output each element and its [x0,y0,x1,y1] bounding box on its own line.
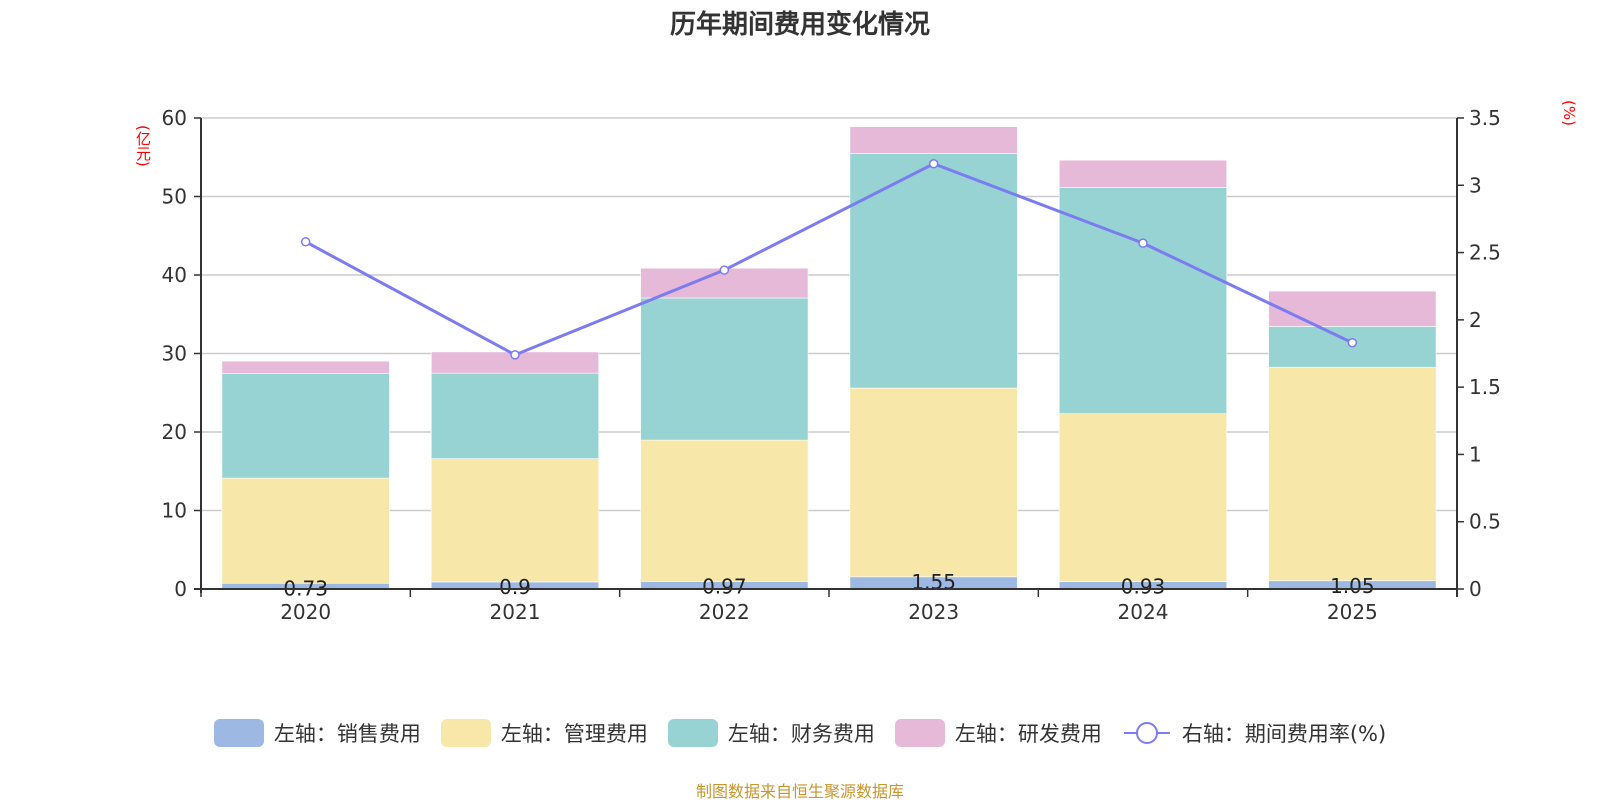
bar-segment-1-2024 [1058,413,1228,582]
right-axis-tick-label: 3.5 [1469,106,1501,130]
bar-segment-1-2022 [640,439,809,582]
bar-segment-3-2023 [849,126,1018,154]
x-axis-tick-label: 2024 [1118,600,1169,624]
bar-segment-1-2021 [430,458,600,583]
legend-swatch-admin [440,719,491,747]
bar-segment-3-2020 [221,360,390,374]
right-axis-tick-label: 1.5 [1469,375,1501,399]
legend-label-rnd: 左轴：研发费用 [954,722,1102,746]
bar-segment-2-2020 [221,373,390,479]
rate-line [304,162,1353,357]
left-axis-tick-label: 60 [162,106,187,130]
legend-item-admin[interactable]: 左轴：管理费用 [440,718,648,748]
bar-segment-2-2021 [430,372,600,459]
right-axis-tick-label: 2 [1469,308,1482,332]
left-axis-tick-label: 50 [162,185,187,209]
legend-line-circle-icon [1123,722,1170,744]
right-axis-tick-label: 3 [1469,173,1482,197]
left-axis-tick-label: 20 [162,420,187,444]
bar-segment-3-2025 [1268,290,1437,327]
bar-value-label: 0.9 [499,575,531,599]
legend-label-finance: 左轴：财务费用 [727,722,875,746]
right-axis-tick-label: 1 [1469,442,1482,466]
legend-label-rate: 右轴：期间费用率(%) [1181,722,1387,746]
bar-segment-1-2020 [221,477,390,584]
legend-label-sales: 左轴：销售费用 [273,722,421,746]
legend-swatch-sales [213,719,264,747]
rate-point [1347,337,1358,348]
rate-point [1138,238,1148,248]
rate-point [510,350,520,360]
bar-value-label: 1.05 [1330,574,1375,598]
rate-point [719,265,730,275]
left-axis-tick-label: 0 [174,577,187,601]
chart-title: 历年期间费用变化情况 [669,10,930,40]
legend-item-sales[interactable]: 左轴：销售费用 [213,718,421,748]
legend-swatch-finance [667,719,718,747]
right-axis-tick-label: 0 [1469,577,1482,601]
legend-item-rnd[interactable]: 左轴：研发费用 [894,718,1102,748]
left-axis-unit-label: (亿元) [134,125,152,167]
bar-segment-2-2022 [640,297,809,441]
left-axis-tick-label: 10 [162,499,187,523]
right-axis-tick-label: 0.5 [1469,510,1501,534]
legend-label-admin: 左轴：管理费用 [500,722,648,746]
bar-value-label: 0.97 [702,574,747,598]
bar-value-label: 0.93 [1121,575,1166,599]
legend-item-rate[interactable]: 右轴：期间费用率(%) [1122,718,1386,748]
bar-segment-3-2024 [1058,159,1228,188]
x-axis-tick-label: 2023 [908,600,959,624]
left-axis-tick-label: 40 [162,263,187,287]
legend-swatch-rnd [894,719,945,747]
x-axis-tick-label: 2022 [699,600,750,624]
rate-point [928,159,939,169]
left-axis-tick-label: 30 [162,342,187,366]
right-axis-tick-label: 2.5 [1469,241,1501,265]
x-axis-tick-label: 2020 [280,600,331,624]
source-note: 制图数据来自恒生聚源数据库 [695,782,904,801]
bar-segment-2-2024 [1058,187,1228,415]
legend: 左轴：销售费用 左轴：管理费用 左轴：财务费用 左轴：研发费用 右轴：期间费用率… [0,718,1600,748]
rate-point [300,237,311,247]
bar-value-label: 1.55 [911,570,956,594]
right-axis-unit-label: (%) [1560,100,1578,126]
x-axis-tick-label: 2025 [1327,600,1378,624]
bar-segment-1-2025 [1268,366,1437,582]
x-axis-tick-label: 2021 [490,600,541,624]
bar-segment-1-2023 [849,387,1018,578]
bar-segment-2-2023 [849,153,1018,389]
legend-item-finance[interactable]: 左轴：财务费用 [667,718,875,748]
